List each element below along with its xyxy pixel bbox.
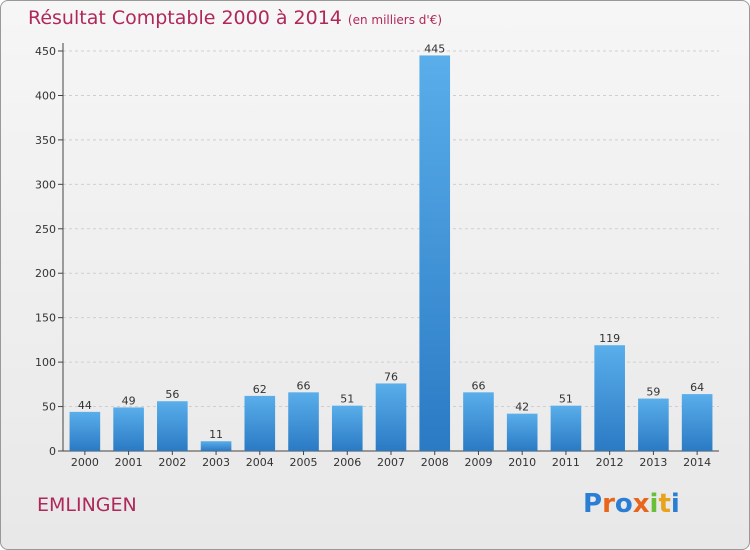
bar bbox=[331, 405, 363, 451]
x-tick-label: 2003 bbox=[202, 456, 230, 469]
bar bbox=[375, 383, 407, 451]
y-tick-label: 350 bbox=[35, 134, 56, 147]
bar bbox=[681, 394, 713, 451]
data-label: 64 bbox=[690, 381, 704, 394]
y-tick-label: 450 bbox=[35, 45, 56, 58]
x-tick-label: 2013 bbox=[639, 456, 667, 469]
data-label: 11 bbox=[209, 428, 223, 441]
logo-letter: r bbox=[602, 489, 615, 519]
data-label: 49 bbox=[122, 394, 136, 407]
data-label: 42 bbox=[515, 401, 529, 414]
y-tick-label: 50 bbox=[42, 401, 56, 414]
bar bbox=[550, 405, 582, 451]
logo-letter: P bbox=[583, 489, 603, 519]
data-label: 445 bbox=[424, 42, 445, 55]
data-label: 51 bbox=[559, 393, 573, 406]
x-tick-label: 2001 bbox=[115, 456, 143, 469]
x-tick-label: 2014 bbox=[683, 456, 711, 469]
x-tick-label: 2008 bbox=[421, 456, 449, 469]
y-tick-label: 300 bbox=[35, 178, 56, 191]
bar bbox=[113, 407, 144, 451]
logo-letter: i bbox=[670, 489, 680, 519]
bar bbox=[638, 398, 669, 451]
x-tick-label: 2000 bbox=[71, 456, 99, 469]
y-tick-label: 0 bbox=[49, 445, 56, 458]
commune-name: EMLINGEN bbox=[37, 494, 137, 516]
x-tick-label: 2006 bbox=[333, 456, 361, 469]
x-tick-label: 2009 bbox=[464, 456, 492, 469]
data-label: 56 bbox=[165, 388, 179, 401]
bar bbox=[419, 55, 451, 451]
proxiti-logo: Proxiti bbox=[583, 489, 680, 519]
bar bbox=[288, 392, 319, 451]
bar bbox=[200, 441, 232, 451]
data-label: 44 bbox=[78, 399, 92, 412]
x-tick-label: 2002 bbox=[158, 456, 186, 469]
x-tick-label: 2012 bbox=[596, 456, 624, 469]
bar bbox=[244, 395, 276, 451]
data-label: 76 bbox=[384, 370, 398, 383]
y-tick-label: 150 bbox=[35, 312, 56, 325]
chart-subtitle: (en milliers d'€) bbox=[347, 13, 443, 27]
y-tick-label: 100 bbox=[35, 356, 56, 369]
data-label: 66 bbox=[471, 379, 485, 392]
data-label: 62 bbox=[253, 383, 267, 396]
logo-letter: t bbox=[658, 489, 671, 519]
x-tick-label: 2005 bbox=[290, 456, 318, 469]
bar bbox=[157, 401, 188, 451]
x-tick-label: 2004 bbox=[246, 456, 274, 469]
bar bbox=[463, 392, 494, 451]
x-tick-label: 2010 bbox=[508, 456, 536, 469]
bar bbox=[594, 345, 625, 451]
bar bbox=[506, 413, 538, 451]
logo-letter: x bbox=[632, 489, 650, 519]
data-label: 66 bbox=[297, 379, 311, 392]
y-tick-label: 200 bbox=[35, 267, 56, 280]
x-tick-label: 2007 bbox=[377, 456, 405, 469]
data-label: 119 bbox=[599, 332, 620, 345]
chart-title: Résultat Comptable 2000 à 2014 (en millie… bbox=[28, 7, 442, 29]
logo-letter: i bbox=[649, 489, 659, 519]
data-label: 51 bbox=[340, 393, 354, 406]
bar bbox=[69, 411, 101, 451]
y-tick-label: 400 bbox=[35, 89, 56, 102]
chart-title-text: Résultat Comptable 2000 à 2014 bbox=[28, 7, 342, 29]
y-tick-label: 250 bbox=[35, 223, 56, 236]
logo-letter: o bbox=[614, 489, 633, 519]
x-tick-label: 2011 bbox=[552, 456, 580, 469]
data-label: 59 bbox=[646, 386, 660, 399]
